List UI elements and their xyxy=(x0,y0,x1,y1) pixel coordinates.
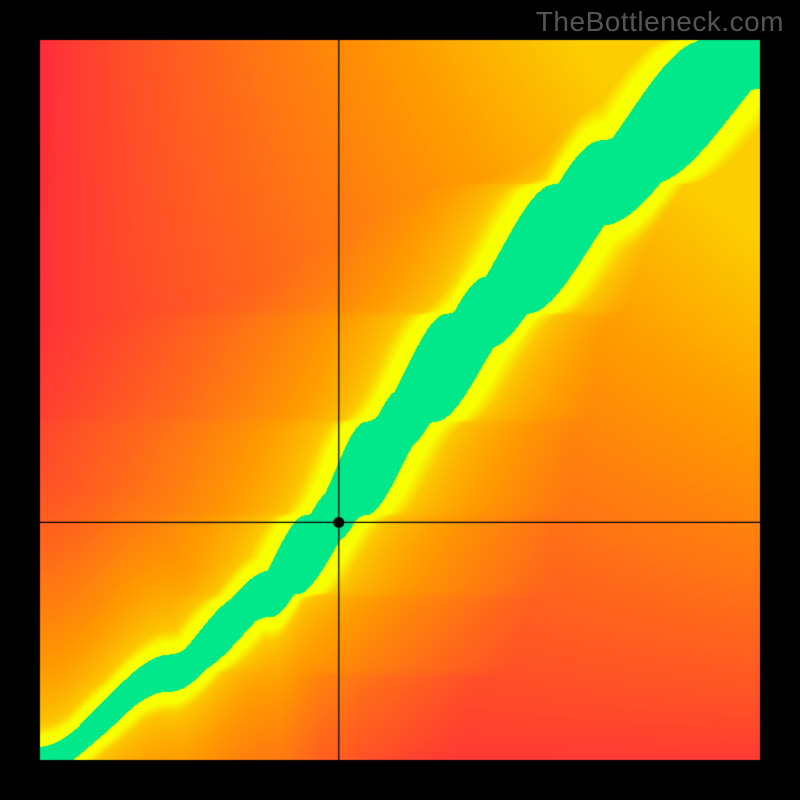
heatmap-canvas xyxy=(0,0,800,800)
watermark-text: TheBottleneck.com xyxy=(536,6,784,38)
chart-container: TheBottleneck.com xyxy=(0,0,800,800)
